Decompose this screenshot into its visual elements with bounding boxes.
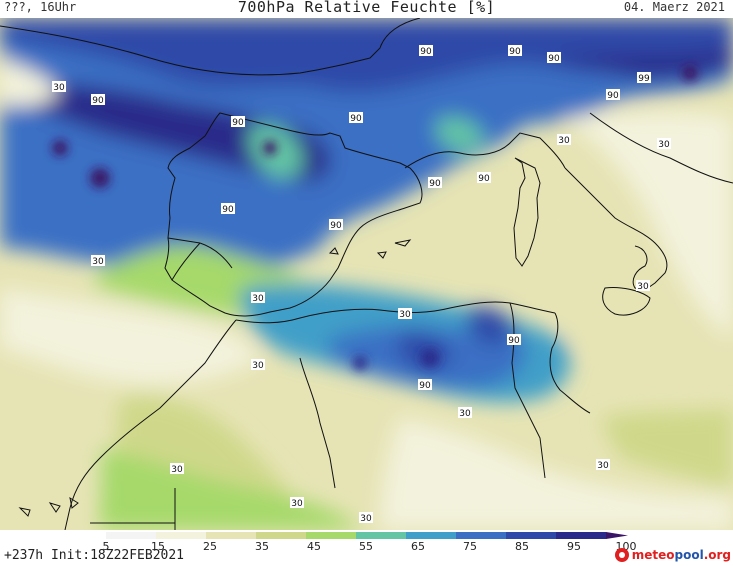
brand-part-1: meteo bbox=[631, 548, 675, 562]
contour-label: 90 bbox=[477, 172, 491, 184]
legend-swatch bbox=[256, 532, 307, 539]
legend-swatch bbox=[556, 532, 607, 539]
contour-labels: 30 90 90 90 90 90 99 90 90 30 90 90 90 3… bbox=[52, 45, 671, 524]
legend-swatch bbox=[506, 532, 557, 539]
svg-text:30: 30 bbox=[558, 136, 570, 146]
svg-text:90: 90 bbox=[478, 174, 490, 184]
contour-label: 30 bbox=[557, 134, 571, 146]
contour-label: 90 bbox=[349, 112, 363, 124]
contour-label: 30 bbox=[458, 407, 472, 419]
legend-tick-label: 45 bbox=[307, 540, 321, 553]
svg-text:90: 90 bbox=[607, 91, 619, 101]
svg-text:90: 90 bbox=[420, 47, 432, 57]
svg-text:30: 30 bbox=[252, 361, 264, 371]
svg-text:90: 90 bbox=[419, 381, 431, 391]
legend-tick-label: 85 bbox=[515, 540, 529, 553]
legend-tick-label: 5 bbox=[103, 540, 110, 553]
chart-header: ???, 16Uhr 700hPa Relative Feuchte [%] 0… bbox=[0, 0, 733, 18]
contour-label: 99 bbox=[637, 72, 651, 84]
contour-label: 30 bbox=[657, 138, 671, 150]
contour-label: 30 bbox=[398, 308, 412, 320]
humidity-map: 30 90 90 90 90 90 99 90 90 30 90 90 90 3… bbox=[0, 18, 733, 530]
contour-label: 90 bbox=[329, 219, 343, 231]
contour-label: 30 bbox=[251, 292, 265, 304]
svg-text:90: 90 bbox=[350, 114, 362, 124]
contour-label: 30 bbox=[596, 459, 610, 471]
contour-label: 30 bbox=[91, 255, 105, 267]
svg-text:30: 30 bbox=[399, 310, 411, 320]
contour-label: 30 bbox=[636, 280, 650, 292]
legend-swatch bbox=[106, 532, 157, 539]
legend-swatch bbox=[456, 532, 507, 539]
contour-label: 90 bbox=[606, 89, 620, 101]
contour-label: 30 bbox=[170, 463, 184, 475]
contour-label: 30 bbox=[52, 81, 66, 93]
legend-arrow bbox=[606, 532, 628, 539]
legend-tick-label: 95 bbox=[567, 540, 581, 553]
svg-text:90: 90 bbox=[232, 118, 244, 128]
legend-swatch bbox=[306, 532, 357, 539]
contour-label: 90 bbox=[418, 379, 432, 391]
svg-text:30: 30 bbox=[360, 514, 372, 524]
run-info: +237h Init:18Z22FEB2021 bbox=[4, 548, 185, 563]
legend-tick-label: 15 bbox=[151, 540, 165, 553]
legend-tick-label: 25 bbox=[203, 540, 217, 553]
legend-swatch bbox=[156, 532, 207, 539]
legend-bar bbox=[106, 532, 628, 539]
svg-text:90: 90 bbox=[330, 221, 342, 231]
svg-text:30: 30 bbox=[637, 282, 649, 292]
svg-text:30: 30 bbox=[252, 294, 264, 304]
contour-label: 30 bbox=[359, 512, 373, 524]
svg-text:30: 30 bbox=[92, 257, 104, 267]
svg-text:30: 30 bbox=[459, 409, 471, 419]
svg-text:90: 90 bbox=[548, 54, 560, 64]
contour-label: 30 bbox=[290, 497, 304, 509]
coastlines bbox=[0, 18, 733, 530]
svg-text:30: 30 bbox=[53, 83, 65, 93]
svg-text:30: 30 bbox=[291, 499, 303, 509]
legend-tick-label: 55 bbox=[359, 540, 373, 553]
logo-icon bbox=[614, 548, 629, 562]
contour-label: 90 bbox=[547, 52, 561, 64]
svg-text:90: 90 bbox=[509, 47, 521, 57]
legend-tick-label: 35 bbox=[255, 540, 269, 553]
brand-logo[interactable]: meteopool.org bbox=[614, 545, 731, 565]
contour-label: 90 bbox=[419, 45, 433, 57]
contour-label: 90 bbox=[91, 94, 105, 106]
legend-tick-label: 65 bbox=[411, 540, 425, 553]
brand-part-2: pool bbox=[674, 548, 704, 562]
svg-text:90: 90 bbox=[92, 96, 104, 106]
legend-swatch bbox=[356, 532, 407, 539]
legend-tick-label: 75 bbox=[463, 540, 477, 553]
brand-part-3: .org bbox=[703, 548, 731, 562]
contour-label: 30 bbox=[251, 359, 265, 371]
chart-title: 700hPa Relative Feuchte [%] bbox=[237, 0, 496, 16]
svg-text:99: 99 bbox=[638, 74, 650, 84]
svg-text:90: 90 bbox=[222, 205, 234, 215]
legend-swatch bbox=[406, 532, 457, 539]
forecast-date: 04. Maerz 2021 bbox=[623, 0, 725, 14]
contour-label: 90 bbox=[428, 177, 442, 189]
svg-text:90: 90 bbox=[508, 336, 520, 346]
legend-swatch bbox=[206, 532, 257, 539]
contour-label: 90 bbox=[221, 203, 235, 215]
contour-label: 90 bbox=[231, 116, 245, 128]
humidity-field bbox=[0, 18, 733, 530]
svg-text:90: 90 bbox=[429, 179, 441, 189]
svg-text:30: 30 bbox=[171, 465, 183, 475]
valid-time: ???, 16Uhr bbox=[4, 0, 77, 14]
svg-text:30: 30 bbox=[597, 461, 609, 471]
contour-label: 90 bbox=[508, 45, 522, 57]
contour-label: 90 bbox=[507, 334, 521, 346]
svg-text:30: 30 bbox=[658, 140, 670, 150]
